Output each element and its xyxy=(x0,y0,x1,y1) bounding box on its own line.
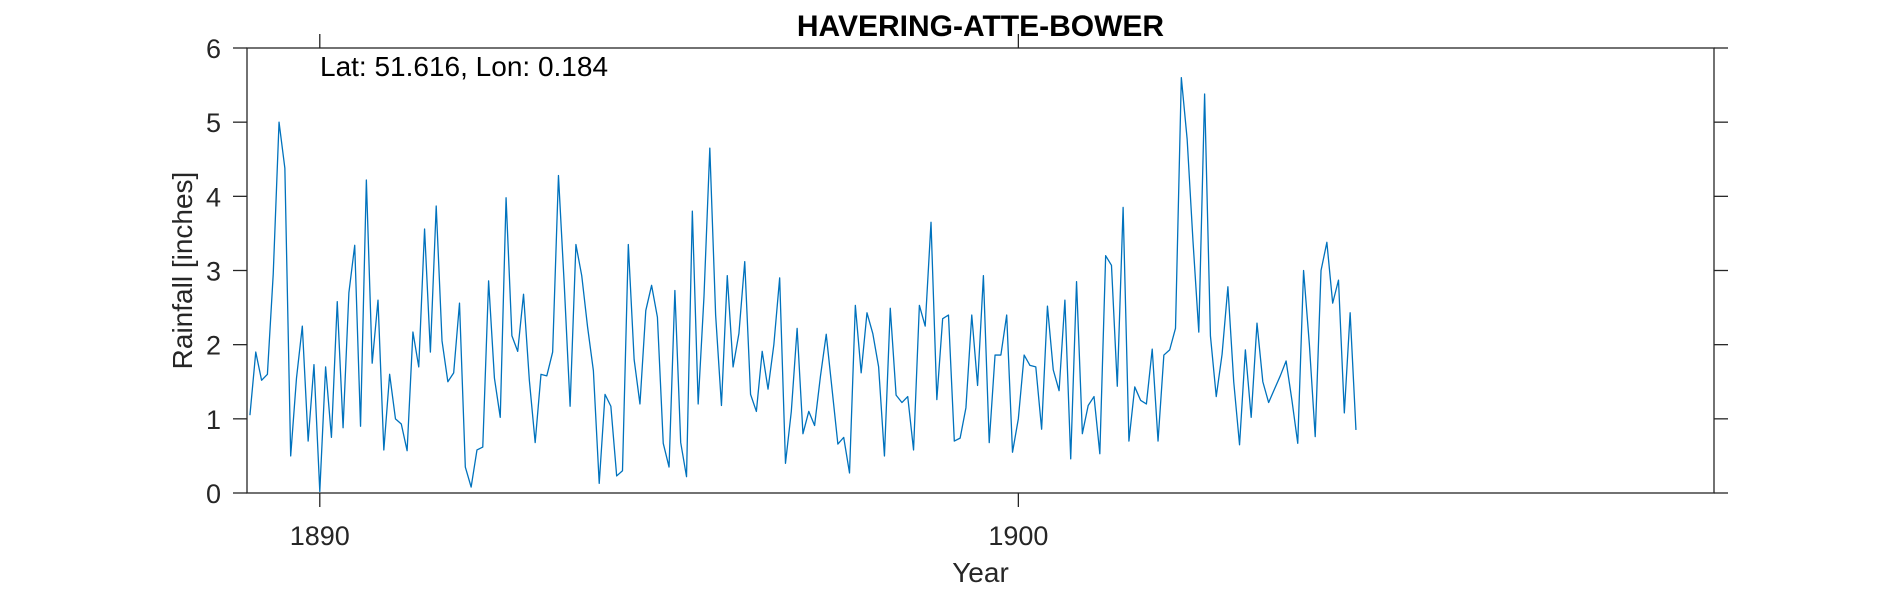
location-annotation: Lat: 51.616, Lon: 0.184 xyxy=(320,51,608,82)
x-tick-label: 1900 xyxy=(988,521,1048,551)
y-axis-label: Rainfall [inches] xyxy=(167,172,198,370)
x-tick-label: 1890 xyxy=(290,521,350,551)
x-axis-label: Year xyxy=(952,557,1009,588)
y-tick-label: 1 xyxy=(206,405,221,435)
chart-title: HAVERING-ATTE-BOWER xyxy=(797,10,1165,43)
rainfall-series-line xyxy=(249,77,1357,493)
y-tick-label: 3 xyxy=(206,257,221,287)
y-tick-label: 5 xyxy=(206,108,221,138)
y-tick-label: 6 xyxy=(206,34,221,64)
y-tick-label: 0 xyxy=(206,479,221,509)
y-tick-label: 2 xyxy=(206,331,221,361)
y-tick-label: 4 xyxy=(206,182,221,212)
